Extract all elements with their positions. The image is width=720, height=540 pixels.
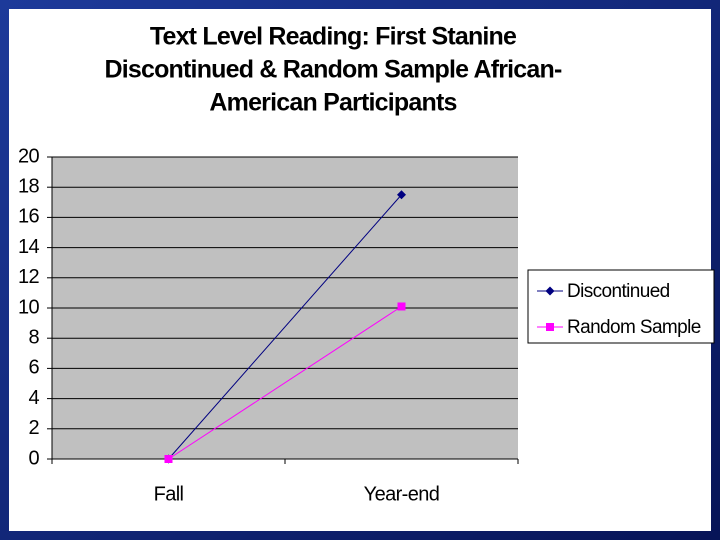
y-tick-label: 8 [28, 326, 39, 348]
y-tick-label: 14 [18, 236, 40, 258]
legend-marker [546, 323, 554, 331]
y-tick-label: 4 [28, 387, 39, 409]
x-tick-label: Fall [154, 483, 184, 505]
marker [164, 455, 173, 463]
marker [397, 190, 406, 200]
legend [527, 269, 715, 344]
title-line: Discontinued & Random Sample African- [104, 56, 562, 84]
x-tick-label: Year-end [364, 483, 440, 505]
y-tick-label: 20 [18, 145, 40, 167]
line [168, 194, 402, 460]
marker [397, 302, 406, 311]
y-tick-label: 18 [18, 175, 40, 197]
line [168, 306, 402, 460]
legend-label: Discontinued [567, 281, 670, 302]
chart-title: Text Level Reading: First Stanine Discont… [104, 23, 562, 117]
y-tick-label: 16 [18, 206, 40, 228]
y-tick-label: 10 [18, 296, 40, 318]
legend-label: Random Sample [567, 317, 701, 338]
title-line: American Participants [209, 89, 456, 117]
legend-marker [545, 286, 555, 296]
y-tick-label: 6 [28, 357, 39, 379]
y-tick-label: 0 [28, 447, 39, 469]
y-tick-label: 12 [18, 266, 40, 288]
title-line: Text Level Reading: First Stanine [150, 23, 517, 51]
y-tick-label: 2 [28, 417, 39, 439]
